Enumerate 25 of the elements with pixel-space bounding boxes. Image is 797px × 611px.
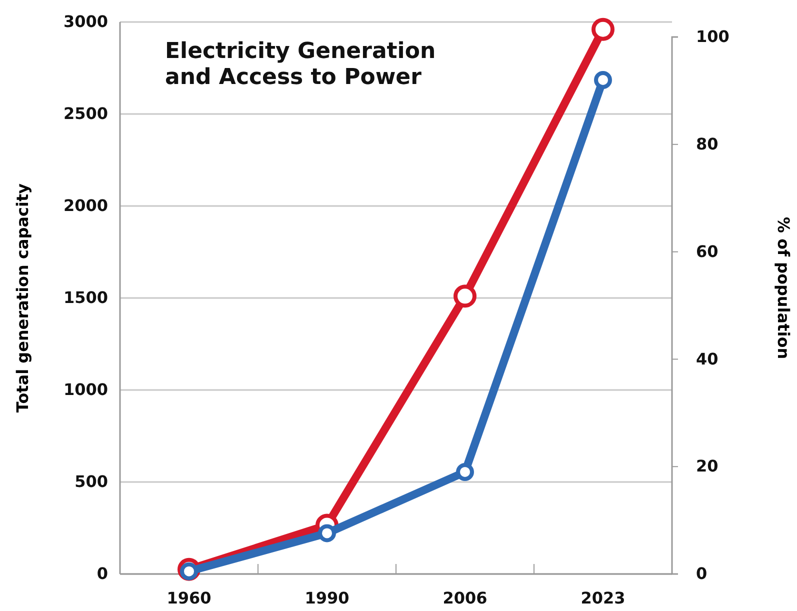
y-tick-label: 2500 bbox=[63, 104, 108, 124]
y-axis-title: Total generation capacity bbox=[13, 182, 32, 413]
y2-tick-label: 100 bbox=[696, 27, 730, 46]
point bbox=[456, 462, 474, 481]
y2-axis-title: % of population bbox=[774, 216, 793, 360]
point bbox=[318, 524, 336, 542]
y-tick-label: 0 bbox=[96, 564, 108, 584]
y-tick-label: 3000 bbox=[63, 12, 108, 32]
x-tick-label: 1990 bbox=[304, 588, 350, 608]
x-tick-label: 2006 bbox=[442, 588, 488, 608]
point bbox=[592, 18, 614, 41]
y-tick-label: 500 bbox=[74, 472, 108, 492]
y-tick-label: 2000 bbox=[63, 196, 108, 216]
text: Electricity Generation and Access to Power bbox=[165, 39, 436, 90]
y-tick-label: 1000 bbox=[63, 380, 108, 400]
point bbox=[454, 284, 476, 308]
y2-tick-label: 0 bbox=[696, 564, 708, 584]
y2-tick-label: 60 bbox=[696, 242, 718, 261]
y2-tick-label: 80 bbox=[696, 134, 718, 154]
x-tick-label: 1960 bbox=[166, 588, 212, 608]
y-tick-label: 1500 bbox=[63, 288, 108, 308]
point bbox=[594, 70, 612, 89]
x-tick-label: 2023 bbox=[580, 588, 626, 608]
y2-tick-label: 20 bbox=[696, 456, 718, 476]
y2-tick-label: 40 bbox=[696, 349, 718, 368]
